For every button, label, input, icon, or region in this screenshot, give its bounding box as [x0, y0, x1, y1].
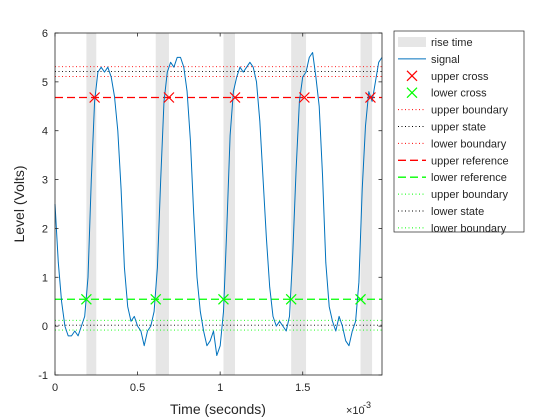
lower-cross-marker [285, 293, 297, 305]
lower-cross-marker [355, 293, 366, 305]
upper-cross-marker [89, 92, 101, 103]
upper-cross-marker-stroke-b [298, 92, 310, 103]
x-exponent-base: ×10 [346, 405, 365, 417]
legend-label-lower-state: lower state [431, 206, 484, 218]
x-tick-label: 1 [217, 382, 223, 394]
legend-label-signal: signal [431, 54, 460, 66]
y-tick-label: 3 [42, 175, 48, 187]
upper-cross-marker [163, 92, 175, 103]
legend-label-upper-cross: upper cross [431, 71, 489, 83]
rise-time-band [155, 33, 169, 375]
signal-series [54, 52, 383, 356]
legend: rise time signal upper cross lower cross upp… [393, 30, 525, 235]
y-axis-ticks: -1 0 1 2 3 4 5 6 [38, 28, 382, 382]
cross-markers [80, 92, 376, 305]
signal-line [54, 52, 383, 356]
rise-time-band [223, 33, 236, 375]
x-axis-label: Time (seconds) [170, 401, 266, 417]
legend-swatch-rise-time [398, 37, 426, 47]
legend-label-rise-time: rise time [431, 37, 473, 49]
rise-time-band [86, 33, 97, 375]
reference-lines [55, 66, 382, 331]
y-tick-label: 1 [42, 272, 48, 284]
upper-cross-marker-stroke-b [163, 92, 175, 103]
upper-cross-marker [298, 92, 310, 103]
x-axis-ticks: 0 0.5 1 1.5 [52, 33, 310, 394]
x-tick-label: 1.5 [295, 382, 310, 394]
y-tick-label: -1 [38, 370, 48, 382]
legend-box [393, 30, 525, 233]
legend-label-upper-reference: upper reference [431, 155, 509, 167]
x-exponent-power: -3 [363, 400, 371, 410]
y-tick-label: 5 [42, 77, 48, 89]
y-tick-label: 6 [42, 28, 48, 40]
y-tick-label: 2 [42, 223, 48, 235]
lower-cross-marker-stroke-b [218, 293, 229, 305]
legend-marker-lower-cross [406, 87, 418, 99]
lower-cross-marker-stroke-b [285, 293, 297, 305]
legend-label-lower-reference: lower reference [431, 172, 507, 184]
lower-cross-marker-stroke-b [150, 293, 162, 305]
plot-area: 0 0.5 1 1.5 -1 0 1 2 3 4 5 6 [38, 28, 383, 394]
lower-cross-marker [150, 293, 162, 305]
upper-cross-marker [365, 92, 376, 103]
lower-cross-marker-stroke-b [355, 293, 366, 305]
lower-cross-marker [218, 293, 229, 305]
legend-label-upper-state: upper state [431, 122, 486, 134]
upper-cross-marker [229, 92, 241, 103]
axes-background [55, 33, 382, 375]
legend-items: rise time signal upper cross lower cross upp… [398, 37, 509, 235]
rise-time-band [291, 33, 307, 375]
legend-label-upper-boundary: upper boundary [431, 105, 509, 117]
x-tick-label: 0.5 [130, 382, 145, 394]
legend-label-lower-cross: lower cross [431, 88, 487, 100]
rise-time-band [360, 33, 373, 375]
rise-time-bands [86, 33, 373, 375]
upper-cross-marker-stroke-b [365, 92, 376, 103]
axes-box [54, 32, 383, 376]
legend-marker-upper-cross [406, 70, 418, 82]
lower-cross-marker [80, 293, 92, 305]
legend-label-upper-boundary: upper boundary [431, 189, 509, 201]
y-tick-label: 4 [42, 126, 48, 138]
legend-label-lower-boundary: lower boundary [431, 223, 507, 235]
y-axis-label: Level (Volts) [11, 165, 27, 242]
upper-cross-marker-stroke-b [229, 92, 241, 103]
lower-cross-marker-stroke-b [80, 293, 92, 305]
y-tick-label: 0 [42, 321, 48, 333]
upper-cross-marker-stroke-b [89, 92, 101, 103]
legend-label-lower-boundary: lower boundary [431, 138, 507, 150]
x-tick-label: 0 [52, 382, 58, 394]
